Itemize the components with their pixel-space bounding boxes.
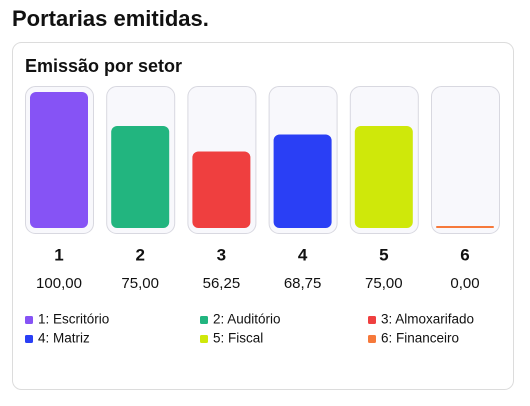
legend-label: 3: Almoxarifado <box>381 312 474 327</box>
value-label: 56,25 <box>203 275 241 292</box>
category-label: 4 <box>298 245 308 264</box>
bar <box>192 151 251 228</box>
legend-label: 4: Matriz <box>38 331 90 346</box>
legend-label: 2: Auditório <box>213 312 281 327</box>
value-label: 0,00 <box>450 275 479 292</box>
bar <box>436 226 494 228</box>
legend-swatch <box>200 316 208 324</box>
bar <box>30 92 88 228</box>
category-label: 5 <box>379 245 388 264</box>
category-label: 3 <box>217 245 226 264</box>
category-label: 2 <box>135 245 144 264</box>
legend-label: 5: Fiscal <box>213 331 263 346</box>
bar <box>273 134 332 228</box>
value-label: 75,00 <box>121 275 159 292</box>
bar-track <box>431 86 500 234</box>
value-label: 68,75 <box>284 275 322 292</box>
value-label: 75,00 <box>365 275 403 292</box>
category-label: 1 <box>54 245 63 264</box>
bar <box>354 126 413 228</box>
category-label: 6 <box>460 245 469 264</box>
legend-label: 6: Financeiro <box>381 331 459 346</box>
chart-title: Emissão por setor <box>25 56 182 76</box>
legend-swatch <box>368 316 376 324</box>
legend-label: 1: Escritório <box>38 312 109 327</box>
legend-swatch <box>25 316 33 324</box>
legend-swatch <box>200 335 208 343</box>
value-label: 100,00 <box>36 275 82 292</box>
page-title: Portarias emitidas. <box>12 6 209 31</box>
bar <box>111 126 170 228</box>
legend-swatch <box>368 335 376 343</box>
legend-swatch <box>25 335 33 343</box>
